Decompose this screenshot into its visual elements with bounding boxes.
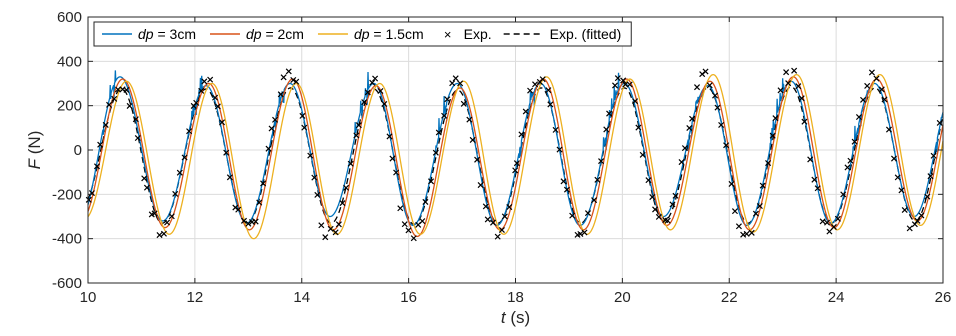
y-tick-label-200: -200 xyxy=(52,186,82,203)
exp-marker-107 xyxy=(532,82,537,87)
y-tick-label-400: -400 xyxy=(52,231,82,248)
legend-label-exp-fitted: Exp. (fitted) xyxy=(550,26,622,42)
exp-marker-197 xyxy=(907,226,912,231)
x-tick-label-20: 20 xyxy=(614,289,631,306)
x-tick-label-10: 10 xyxy=(80,289,97,306)
x-tick-label-22: 22 xyxy=(721,289,738,306)
exp-marker-178 xyxy=(827,229,832,234)
y-tick-label-200: 200 xyxy=(57,98,82,115)
exp-marker-167 xyxy=(784,70,789,75)
exp-marker-196 xyxy=(902,207,907,212)
exp-marker-124 xyxy=(604,127,609,132)
exp-marker-75 xyxy=(398,206,403,211)
series-layer xyxy=(86,68,943,241)
x-axis-label: t (s) xyxy=(501,308,530,327)
exp-marker-18 xyxy=(161,231,166,236)
exp-marker-187 xyxy=(865,83,870,88)
x-tick-label-16: 16 xyxy=(400,289,417,306)
legend-label-exp: Exp. xyxy=(464,26,492,42)
exp-marker-47 xyxy=(281,75,286,80)
x-tick-label-24: 24 xyxy=(828,289,845,306)
exp-marker-146 xyxy=(694,85,699,90)
exp-marker-48 xyxy=(286,69,291,74)
y-axis-label: F (N) xyxy=(25,131,44,170)
y-tick-label-600: 600 xyxy=(57,9,82,26)
exp-marker-126 xyxy=(612,83,617,88)
legend-label-dp-3cm: dp = 3cm xyxy=(138,26,196,42)
x-tick-label-18: 18 xyxy=(507,289,524,306)
exp-marker-80 xyxy=(420,218,425,223)
exp-marker-87 xyxy=(450,81,455,86)
exp-marker-29 xyxy=(208,77,213,82)
exp-marker-148 xyxy=(703,69,708,74)
exp-marker-17 xyxy=(157,232,162,237)
x-tick-label-14: 14 xyxy=(293,289,310,306)
x-axis-unit: (s) xyxy=(506,308,531,327)
exp-marker-19 xyxy=(164,220,169,225)
exp-marker-56 xyxy=(319,223,324,228)
legend-entry-exp: × Exp. xyxy=(444,26,492,42)
exp-marker-76 xyxy=(402,222,407,227)
exp-marker-176 xyxy=(820,219,825,224)
exp-marker-69 xyxy=(372,76,377,81)
x-tick-label-26: 26 xyxy=(935,289,952,306)
exp-marker-96 xyxy=(485,217,490,222)
exp-marker-188 xyxy=(869,70,874,75)
x-tick-label-12: 12 xyxy=(187,289,204,306)
y-axis-unit: (N) xyxy=(25,131,44,159)
legend-label-dp-2cm: dp = 2cm xyxy=(246,26,304,42)
y-tick-label-600: -600 xyxy=(52,275,82,292)
exp-marker-155 xyxy=(732,209,737,214)
legend: dp = 3cm dp = 2cm dp = 1.5cm × Exp. Exp.… xyxy=(94,22,631,46)
y-tick-label-400: 400 xyxy=(57,53,82,70)
legend-swatch-exp: × xyxy=(444,27,452,42)
exp-marker-169 xyxy=(792,68,797,73)
exp-marker-156 xyxy=(736,224,741,229)
exp-marker-88 xyxy=(453,76,458,81)
exp-marker-158 xyxy=(744,231,749,236)
legend-label-dp-1-5cm: dp = 1.5cm xyxy=(354,26,424,42)
grid xyxy=(88,17,943,283)
y-tick-label-0: 0 xyxy=(74,142,82,159)
